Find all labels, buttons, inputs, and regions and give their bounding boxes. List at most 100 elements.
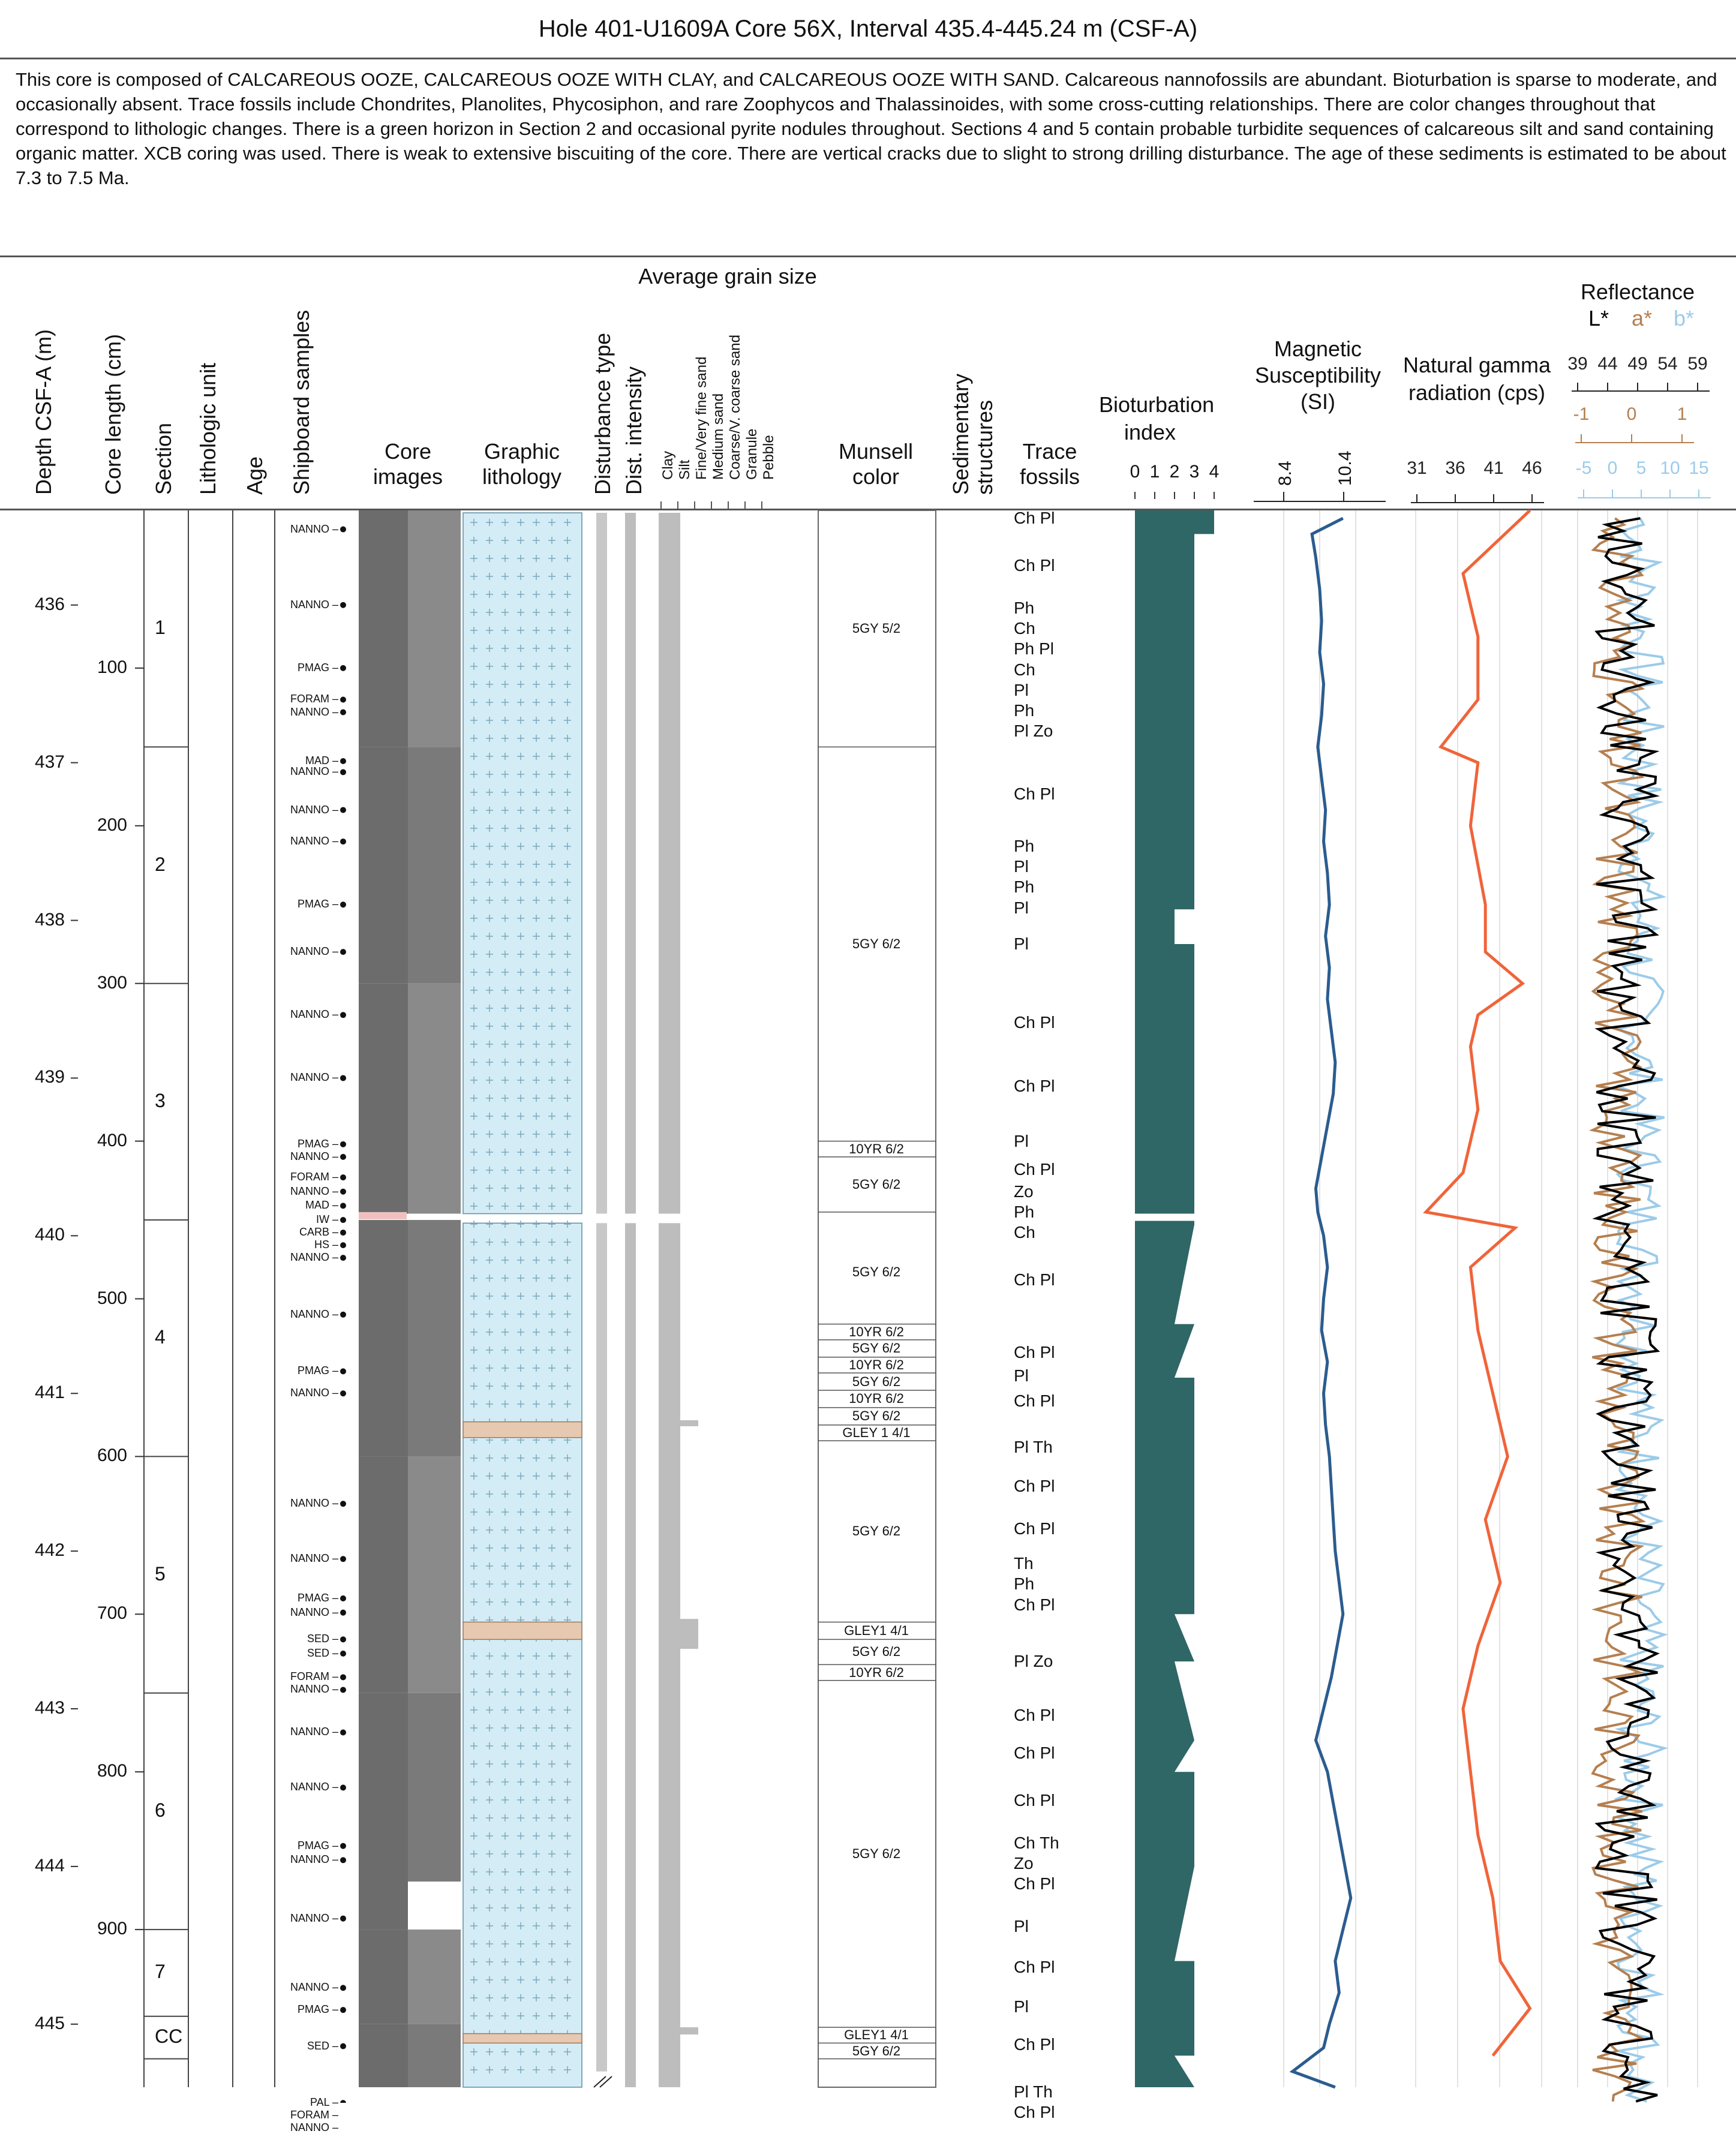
lithology-pattern — [533, 1472, 540, 1480]
sample-dot — [340, 2100, 346, 2103]
lithology-pattern — [533, 1257, 540, 1264]
lithology-pattern — [533, 663, 540, 670]
sample-label: NANNO – — [290, 1497, 338, 1510]
summary-divider — [0, 256, 1736, 257]
sample-label: PMAG – — [297, 1592, 338, 1604]
depth-tick-label: 443 — [34, 1698, 65, 1718]
lithology-pattern — [486, 1221, 493, 1228]
length-tick-label: 800 — [97, 1761, 127, 1781]
lithology-pattern — [470, 1041, 477, 1048]
lithology-pattern — [501, 735, 509, 742]
sample-dot — [340, 1915, 346, 1922]
header-divider — [0, 509, 1736, 510]
sand-layer — [462, 1421, 582, 1438]
lithology-pattern — [564, 1329, 571, 1336]
lithology-pattern — [486, 1490, 493, 1498]
lithology-pattern — [533, 1688, 540, 1696]
lithology-pattern — [548, 1724, 555, 1732]
lithology-pattern — [517, 699, 524, 706]
lithology-pattern — [564, 1400, 571, 1408]
lithology-pattern — [470, 1922, 477, 1929]
lithology-pattern — [486, 1760, 493, 1768]
lithology-pattern — [548, 1472, 555, 1480]
lithology-pattern — [501, 1311, 509, 1318]
grain-size-silt-2 — [680, 1619, 698, 1649]
sample-label: NANNO – — [290, 803, 338, 816]
lithology-pattern — [517, 1778, 524, 1786]
lithology-pattern — [470, 2012, 477, 2019]
lithology-pattern — [470, 861, 477, 868]
lithology-pattern — [564, 1382, 571, 1390]
lithology-pattern — [533, 1023, 540, 1030]
lithology-pattern — [486, 879, 493, 886]
lithology-pattern — [470, 1688, 477, 1696]
lithology-pattern — [533, 753, 540, 760]
core-image-right — [408, 1456, 461, 1693]
lithology-pattern — [486, 1364, 493, 1372]
lithology-pattern — [517, 1113, 524, 1120]
lithology-pattern — [548, 1293, 555, 1300]
lithology-pattern — [517, 1364, 524, 1372]
lithology-pattern — [564, 1652, 571, 1660]
munsell-label: 5GY 6/2 — [852, 1644, 901, 1660]
lithology-pattern — [517, 1472, 524, 1480]
section-label: 5 — [155, 1562, 166, 1585]
lithology-pattern — [564, 1508, 571, 1516]
lithology-pattern — [501, 1958, 509, 1965]
sample-label: SED – — [307, 2039, 338, 2052]
lithology-pattern — [548, 2048, 555, 2055]
a-scale-tick-label: 1 — [1677, 404, 1687, 424]
lithology-pattern — [533, 1508, 540, 1516]
core-image-right — [408, 983, 461, 1214]
lithology-pattern — [517, 1742, 524, 1750]
lithology-pattern — [470, 1382, 477, 1390]
lithology-pattern — [533, 1904, 540, 1911]
munsell-label: 5GY 6/2 — [852, 2043, 901, 2058]
lithology-pattern — [501, 879, 509, 886]
ngr-scale-tick-label: 41 — [1483, 458, 1504, 478]
lithology-pattern — [501, 1059, 509, 1066]
lithology-pattern — [533, 933, 540, 940]
lithology-pattern — [517, 591, 524, 598]
lithology-pattern — [517, 573, 524, 580]
lithology-pattern — [548, 1113, 555, 1120]
lithology-pattern — [564, 789, 571, 796]
title-divider — [0, 58, 1736, 59]
lithology-pattern — [517, 969, 524, 976]
core-image-left — [359, 1929, 408, 2024]
section-label: 6 — [155, 1799, 166, 1821]
lithology-pattern — [501, 1275, 509, 1282]
sample-dot — [340, 1174, 346, 1181]
lithology-pattern — [548, 1544, 555, 1552]
lithology-pattern — [533, 573, 540, 580]
lithology-pattern — [486, 933, 493, 940]
lithology-pattern — [533, 1149, 540, 1156]
reflectance-a-label: a* — [1632, 306, 1653, 330]
lithology-pattern — [517, 1490, 524, 1498]
lithology-pattern — [486, 843, 493, 850]
trace-fossil-label: Ch Th — [1014, 1833, 1059, 1852]
lithology-pattern — [533, 1203, 540, 1210]
sample-dot — [340, 1203, 346, 1209]
lithology-pattern — [533, 1760, 540, 1768]
lithology-pattern — [501, 1472, 509, 1480]
lithology-pattern — [470, 789, 477, 796]
core-image-left — [359, 510, 408, 747]
lithology-pattern — [470, 1976, 477, 1983]
L-scale-tick-label: 39 — [1567, 354, 1588, 374]
lithology-pattern — [486, 753, 493, 760]
trace-fossil-label: Ch Pl — [1014, 1790, 1055, 1810]
lithology-pattern — [501, 1814, 509, 1822]
core-image-left — [359, 983, 408, 1214]
lithology-pattern — [470, 1598, 477, 1606]
lithology-pattern — [486, 1724, 493, 1732]
lithology-pattern — [470, 897, 477, 904]
section-label: 4 — [155, 1326, 166, 1348]
lithology-pattern — [486, 1796, 493, 1804]
trace-fossil-label: Zo — [1014, 1853, 1034, 1872]
lithology-pattern — [470, 933, 477, 940]
lithology-pattern — [548, 843, 555, 850]
munsell-label: 5GY 6/2 — [852, 1264, 901, 1279]
core-image-left — [359, 1456, 408, 1693]
lithology-pattern — [517, 1095, 524, 1102]
